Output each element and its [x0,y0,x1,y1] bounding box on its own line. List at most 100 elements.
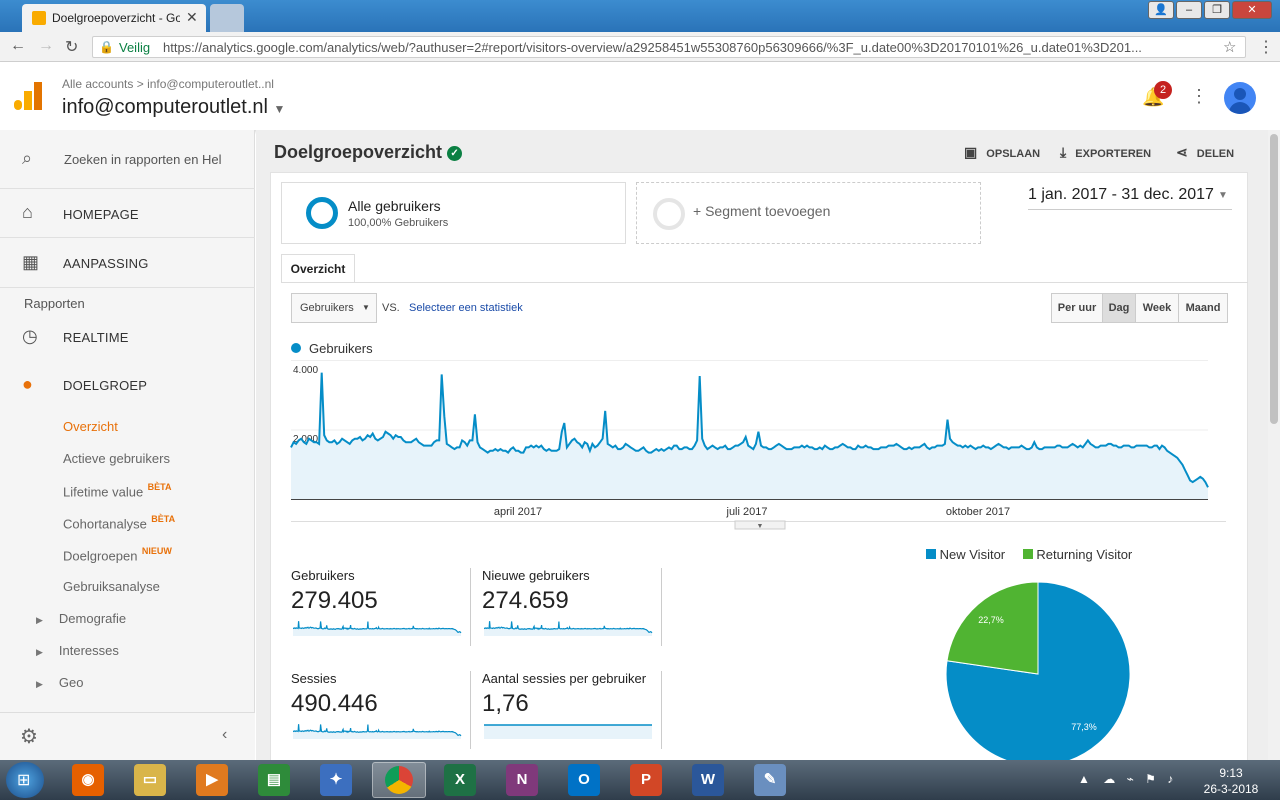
metric-sessions-per-user[interactable]: Aantal sessies per gebruiker 1,76 [482,671,662,749]
page-title-text: Doelgroepoverzicht [274,142,443,162]
legend-dot [291,343,301,353]
gear-icon[interactable]: ⚙ [20,726,38,748]
save-label: OPSLAAN [986,148,1041,160]
sidebar-item-label: HOMEPAGE [63,207,139,222]
granularity-day-button[interactable]: Dag [1102,293,1136,323]
sidebar-item-label: Actieve gebruikers [63,451,170,466]
notifications-button[interactable]: 🔔 2 [1142,81,1172,109]
start-button[interactable]: ⊞ [6,762,44,798]
caret-down-icon: ▼ [362,303,370,312]
save-button[interactable]: ▣ OPSLAAN [964,144,1040,161]
avatar[interactable] [1224,82,1256,114]
vs-label: VS. [382,302,400,314]
sidebar-search[interactable]: ⌕ Zoeken in rapporten en Hel [0,130,255,188]
verified-check-icon: ✓ [447,146,463,161]
sidebar: ⌕ Zoeken in rapporten en Hel ⌂ HOMEPAGE … [0,130,255,760]
sidebar-item-label: AANPASSING [63,256,149,271]
tray-expand-icon[interactable]: ▲ [1078,772,1090,786]
new-tab-button[interactable] [210,4,244,32]
sidebar-item-cohort[interactable]: Cohortanalyse BÈTA [63,514,175,533]
sidebar-group-interests[interactable]: ▶ Interesses [36,642,119,660]
expand-arrow-icon: ▶ [36,679,43,689]
file-explorer-icon[interactable]: ▭ [134,764,166,796]
minimize-icon[interactable]: – [1176,1,1202,19]
sidebar-group-geo[interactable]: ▶ Geo [36,674,84,692]
more-options-icon[interactable]: ⋮ [1190,86,1208,106]
clock[interactable]: 9:13 26-3-2018 [1196,765,1266,797]
app-icon[interactable]: ✦ [320,764,352,796]
scrollbar-thumb[interactable] [1270,134,1278,424]
chart-expand-handle[interactable] [734,520,786,530]
reload-icon[interactable]: ↻ [65,39,79,56]
add-segment-button[interactable]: + Segment toevoegen [636,182,981,244]
close-window-icon[interactable]: ✕ [1232,1,1272,19]
sidebar-item-audience[interactable]: ● DOELGROEP [0,370,255,400]
metric-sessions[interactable]: Sessies 490.446 [291,671,471,749]
close-tab-icon[interactable]: ✕ [186,9,198,25]
powerpoint-icon[interactable]: P [630,764,662,796]
onenote-icon[interactable]: N [506,764,538,796]
chrome-taskbar-button[interactable] [372,762,426,798]
share-label: DELEN [1196,148,1235,160]
granularity-hourly-button[interactable]: Per uur [1051,293,1103,323]
breadcrumb-account[interactable]: info@computeroutlet..nl [147,77,274,91]
power-icon[interactable]: ⌁ [1126,772,1134,786]
sidebar-item-overview[interactable]: Overzicht [63,418,118,436]
select-statistic-link[interactable]: Selecteer een statistiek [409,302,523,314]
word-icon[interactable]: W [692,764,724,796]
granularity-week-button[interactable]: Week [1135,293,1179,323]
sidebar-item-usage-analysis[interactable]: Gebruiksanalyse [63,578,160,596]
share-button[interactable]: ⋖ DELEN [1176,144,1234,161]
metric-select-label: Gebruikers [300,302,354,314]
tab-overview[interactable]: Overzicht [281,254,355,283]
spreadsheet-icon[interactable]: ▤ [258,764,290,796]
browser-menu-icon[interactable]: ⋮ [1258,39,1274,56]
sidebar-group-demographics[interactable]: ▶ Demografie [36,610,126,628]
back-icon[interactable]: ← [10,37,26,54]
sidebar-item-realtime[interactable]: ◷ REALTIME [0,322,255,352]
volume-icon[interactable]: ♪ [1167,772,1174,786]
segment-name: Alle gebruikers [348,198,441,214]
sidebar-item-active-users[interactable]: Actieve gebruikers [63,450,170,468]
sidebar-item-label: Overzicht [63,419,118,434]
media-player-icon[interactable]: ▶ [196,764,228,796]
metric-users[interactable]: Gebruikers 279.405 [291,568,471,646]
flag-icon[interactable]: ⚑ [1145,772,1156,786]
breadcrumb-root[interactable]: Alle accounts [62,77,134,91]
add-segment-label: + Segment toevoegen [693,203,831,219]
sidebar-item-customization[interactable]: ▦ AANPASSING [0,240,255,286]
legend-label: Gebruikers [309,341,373,356]
browser-tab[interactable]: Doelgroepoverzicht - Go ✕ [22,4,206,32]
granularity-month-button[interactable]: Maand [1178,293,1228,323]
forward-icon[interactable]: → [38,37,54,54]
y-tick-label: 4.000 [293,365,318,376]
bookmark-star-icon[interactable]: ☆ [1223,39,1237,56]
export-button[interactable]: ⤓ EXPORTEREN [1060,144,1151,161]
download-icon: ⤓ [1060,144,1067,160]
address-bar[interactable]: 🔒 Veilig https://analytics.google.com/an… [92,36,1246,58]
clock-icon: ◷ [22,326,38,346]
account-selector[interactable]: info@computeroutlet.nl ▼ [62,96,285,119]
outlook-icon[interactable]: O [568,764,600,796]
metric-new-users[interactable]: Nieuwe gebruikers 274.659 [482,568,662,646]
pie-slice-returning-visitor[interactable] [946,581,1039,675]
maximize-icon[interactable]: ❐ [1204,1,1230,19]
sidebar-item-homepage[interactable]: ⌂ HOMEPAGE [0,190,255,236]
sidebar-item-audiences[interactable]: Doelgroepen NIEUW [63,546,172,565]
date-range-picker[interactable]: 1 jan. 2017 - 31 dec. 2017 ▼ [1028,186,1232,210]
sidebar-item-label: Gebruiksanalyse [63,579,160,594]
metric-select[interactable]: Gebruikers ▼ [291,293,377,323]
beta-badge: BÈTA [147,482,172,492]
sidebar-item-lifetime-value[interactable]: Lifetime value BÈTA [63,482,172,501]
sidebar-item-label: REALTIME [63,330,129,345]
chevron-down-icon: ▼ [757,523,764,530]
paint-icon[interactable]: ✎ [754,764,786,796]
user-icon[interactable]: 👤 [1148,1,1174,19]
firefox-icon[interactable]: ◉ [72,764,104,796]
excel-icon[interactable]: X [444,764,476,796]
segment-all-users[interactable]: Alle gebruikers 100,00% Gebruikers [281,182,626,244]
x-tick-label: oktober 2017 [946,506,1010,518]
cloud-icon[interactable]: ☁ [1103,772,1116,786]
scrollbar[interactable] [1268,130,1280,760]
collapse-sidebar-icon[interactable]: ‹ [222,726,228,743]
